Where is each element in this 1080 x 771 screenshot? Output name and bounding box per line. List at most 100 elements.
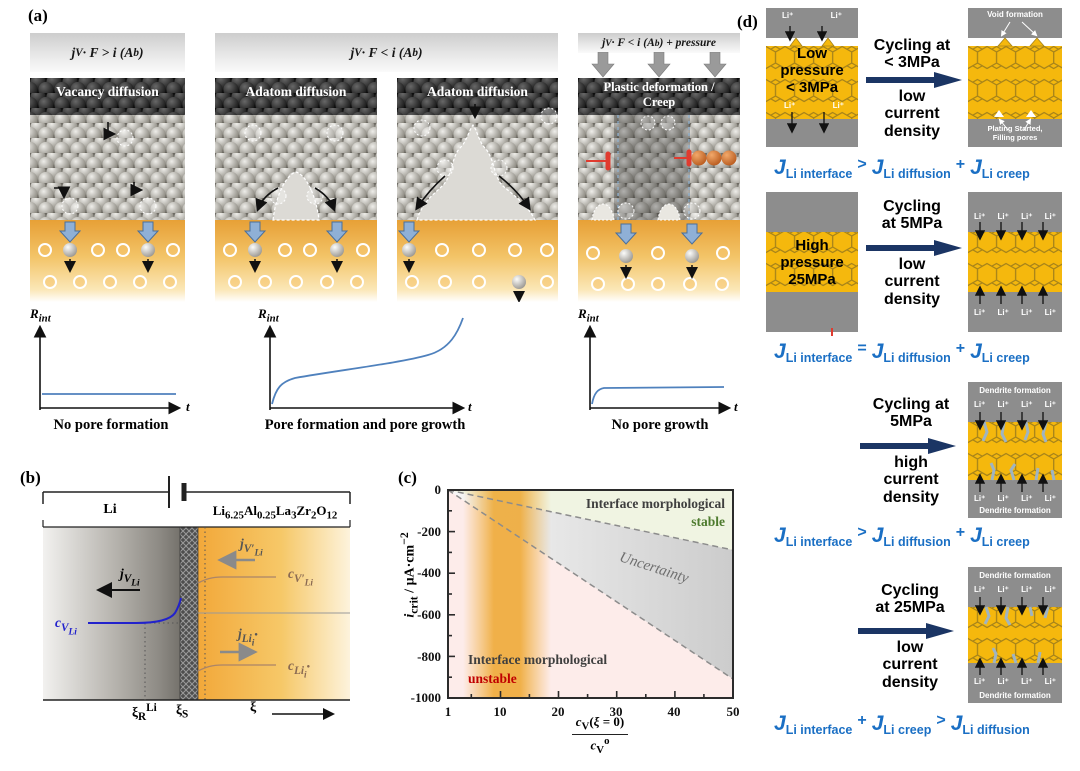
conformal-contact-cell bbox=[968, 192, 1062, 332]
vacancy-rings bbox=[38, 243, 180, 289]
li-ion: Li⁺ bbox=[1044, 212, 1056, 221]
li-ion: Li⁺ bbox=[782, 11, 794, 20]
unstable-region-label-2: unstable bbox=[468, 671, 517, 686]
dissolving-atoms bbox=[402, 243, 526, 302]
c-vacancy-curve bbox=[88, 597, 182, 624]
ytick-1: -200 bbox=[417, 524, 441, 539]
rint-plot-no-pore-growth bbox=[583, 324, 732, 415]
annotation-arrows bbox=[998, 21, 1038, 131]
xtick-2: 20 bbox=[551, 704, 565, 719]
panel-a-title-2: Adatom diffusion bbox=[245, 84, 347, 99]
cycling-condition-bottom-3: high current density bbox=[882, 454, 939, 506]
cycling-condition-bottom-4: low current density bbox=[881, 639, 938, 691]
plot-caption-1: No pore formation bbox=[53, 417, 169, 433]
void-formation-cell bbox=[968, 8, 1062, 147]
dendrite-cell-high-pressure bbox=[968, 567, 1062, 703]
ytick-3: -600 bbox=[417, 607, 441, 622]
c-xlabel: cV(ξ = 0) cVo bbox=[540, 714, 660, 756]
li-flux-arrows bbox=[974, 412, 1049, 492]
rint-axis-label-3: Rint bbox=[578, 306, 599, 325]
j-vacancy-prime-label: jV′Li bbox=[240, 536, 263, 558]
ytick-0: 0 bbox=[434, 482, 442, 497]
li-ion: Li⁺ bbox=[832, 101, 844, 110]
li-ion-labels: Li⁺ Li⁺ Li⁺ Li⁺ bbox=[974, 677, 1056, 686]
void-formation-label: Void formation bbox=[987, 10, 1043, 19]
xtick-0: 1 bbox=[444, 704, 452, 719]
li-ion-labels: Li⁺ Li⁺ Li⁺ Li⁺ bbox=[974, 212, 1056, 221]
li-ion-labels: Li⁺ Li⁺ Li⁺ Li⁺ bbox=[974, 308, 1056, 317]
c-xlabel-numerator: cV(ξ = 0) bbox=[575, 714, 625, 733]
li-ion-labels: Li⁺ Li⁺ Li⁺ Li⁺ bbox=[974, 494, 1056, 503]
boundary-lines bbox=[447, 489, 734, 680]
dissolving-atoms bbox=[619, 249, 699, 279]
li-ion: Li⁺ bbox=[974, 677, 986, 686]
cycling-arrow-4 bbox=[858, 623, 954, 639]
li-ion: Li⁺ bbox=[974, 494, 986, 503]
li-ion: Li⁺ bbox=[1044, 308, 1056, 317]
c-ylabel: icrit / μA·cm−2 bbox=[398, 532, 421, 618]
dendrite-label: Dendrite formation bbox=[979, 506, 1051, 515]
li-flux-arrows bbox=[784, 26, 830, 134]
cycling-arrow-3 bbox=[860, 438, 956, 454]
li-ion: Li⁺ bbox=[974, 400, 986, 409]
c-vacancy-prime-label: cV′Li bbox=[288, 566, 313, 588]
li-metal-region bbox=[43, 527, 180, 700]
panel-a-label: (a) bbox=[28, 6, 48, 25]
cycling-arrow-2 bbox=[866, 240, 962, 256]
cycling-condition-bottom-2: low current density bbox=[883, 256, 940, 308]
plating-arrows bbox=[58, 221, 160, 243]
dissolving-atoms bbox=[63, 243, 155, 273]
electrode-label-llzo: Li6.25Al0.25La3Zr2O12 bbox=[212, 503, 338, 522]
j-interstitial-label: jLii• bbox=[238, 626, 258, 648]
high-pressure-label: High pressure 25MPa bbox=[780, 237, 844, 288]
cycling-condition-top-4: Cycling at 25MPa bbox=[875, 582, 945, 617]
vacancy-rings bbox=[223, 243, 370, 289]
ytick-2: -400 bbox=[417, 565, 441, 580]
xi-r-label: ξRLi bbox=[132, 702, 157, 724]
interface-schematic bbox=[42, 476, 351, 720]
plating-arrows bbox=[243, 221, 349, 243]
low-pressure-cell bbox=[766, 8, 858, 147]
xtick-5: 50 bbox=[726, 704, 740, 719]
li-ion-labels: Li⁺ Li⁺ bbox=[784, 101, 844, 110]
li-flux-arrows bbox=[974, 597, 1049, 675]
li-ion: Li⁺ bbox=[1044, 494, 1056, 503]
li-ion: Li⁺ bbox=[997, 400, 1009, 409]
li-ion-labels: Li⁺ Li⁺ Li⁺ Li⁺ bbox=[974, 585, 1056, 594]
li-ion: Li⁺ bbox=[784, 101, 796, 110]
interface-bumps bbox=[591, 203, 681, 221]
creeping-atoms bbox=[691, 150, 737, 166]
vacancy-diffusion-illustration bbox=[30, 78, 185, 302]
li-ion: Li⁺ bbox=[1021, 494, 1033, 503]
dendrite-cell-high-current bbox=[968, 382, 1062, 518]
panel-b-label: (b) bbox=[20, 468, 41, 487]
li-ion: Li⁺ bbox=[997, 585, 1009, 594]
ytick-5: -1000 bbox=[410, 690, 441, 705]
vacancy-sites bbox=[617, 115, 701, 220]
li-ion: Li⁺ bbox=[1021, 308, 1033, 317]
c-vacancy-prime-curve bbox=[197, 576, 276, 584]
dendrite-label: Dendrite formation bbox=[979, 571, 1051, 580]
li-ion: Li⁺ bbox=[1021, 400, 1033, 409]
li-flux-arrows bbox=[974, 222, 1049, 304]
li-ion: Li⁺ bbox=[997, 308, 1009, 317]
adatom-diffusion-illustration-1 bbox=[215, 78, 377, 302]
plating-label: Plating Started, Filling pores bbox=[987, 124, 1043, 143]
li-ion: Li⁺ bbox=[830, 11, 842, 20]
rint-axis-label-2: Rint bbox=[258, 306, 279, 325]
li-ion: Li⁺ bbox=[974, 308, 986, 317]
xi-axis-label: ξ bbox=[250, 700, 257, 715]
plating-arrows bbox=[614, 223, 704, 245]
dissolving-atoms bbox=[248, 243, 344, 273]
li-ion: Li⁺ bbox=[997, 212, 1009, 221]
plating-arrows bbox=[397, 221, 421, 243]
cycling-arrow-1 bbox=[866, 72, 962, 88]
xtick-4: 40 bbox=[667, 704, 681, 719]
li-ion: Li⁺ bbox=[1021, 677, 1033, 686]
panel-a-title-1: Vacancy diffusion bbox=[56, 84, 159, 99]
dendrite-label: Dendrite formation bbox=[979, 386, 1051, 395]
flux-equation-3: JLi interface> JLi diffusion+ JLi creep bbox=[774, 524, 1030, 549]
c-xlabel-denominator: cVo bbox=[571, 733, 629, 756]
